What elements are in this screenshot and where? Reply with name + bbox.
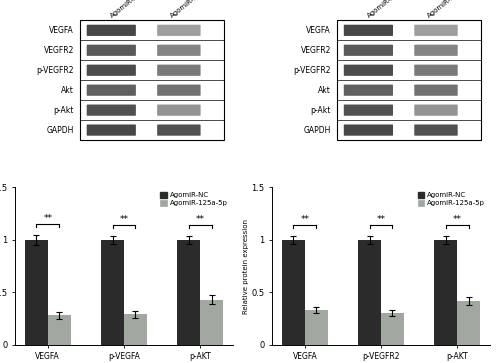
Text: VEGFA: VEGFA	[306, 26, 331, 35]
Text: VEGFA: VEGFA	[49, 26, 74, 35]
Text: AgomiR-NC: AgomiR-NC	[109, 0, 144, 19]
Bar	[48, 315, 70, 345]
FancyBboxPatch shape	[414, 125, 458, 136]
Bar	[338, 20, 482, 140]
Legend: AgomiR-NC, AgomiR-125a-5p: AgomiR-NC, AgomiR-125a-5p	[416, 191, 486, 208]
FancyBboxPatch shape	[344, 105, 393, 116]
Bar	[457, 301, 480, 345]
Bar	[434, 240, 457, 345]
Text: VEGFR2: VEGFR2	[44, 46, 74, 55]
Text: **: **	[376, 215, 386, 224]
Bar	[80, 20, 224, 140]
FancyBboxPatch shape	[414, 85, 458, 96]
Text: AgomiR-125a-5p: AgomiR-125a-5p	[426, 0, 476, 19]
FancyBboxPatch shape	[414, 45, 458, 56]
Bar	[200, 300, 223, 345]
Bar	[381, 313, 404, 345]
Text: GAPDH: GAPDH	[46, 126, 74, 135]
FancyBboxPatch shape	[157, 25, 200, 36]
Text: AgomiR-NC: AgomiR-NC	[366, 0, 401, 19]
Legend: AgomiR-NC, AgomiR-125a-5p: AgomiR-NC, AgomiR-125a-5p	[159, 191, 230, 208]
FancyBboxPatch shape	[157, 85, 200, 96]
FancyBboxPatch shape	[86, 65, 136, 76]
Text: p-Akt: p-Akt	[310, 106, 331, 115]
Text: Akt: Akt	[318, 86, 331, 95]
Text: Akt: Akt	[61, 86, 74, 95]
Text: **: **	[120, 215, 128, 224]
Text: **: **	[452, 215, 462, 224]
FancyBboxPatch shape	[86, 45, 136, 56]
Bar	[358, 240, 381, 345]
FancyBboxPatch shape	[414, 105, 458, 116]
Y-axis label: Relative protein expression: Relative protein expression	[242, 219, 248, 314]
Bar	[124, 314, 147, 345]
FancyBboxPatch shape	[86, 105, 136, 116]
FancyBboxPatch shape	[344, 45, 393, 56]
Text: GAPDH: GAPDH	[304, 126, 331, 135]
Bar	[25, 240, 48, 345]
Bar	[178, 240, 200, 345]
FancyBboxPatch shape	[157, 105, 200, 116]
Bar	[101, 240, 124, 345]
FancyBboxPatch shape	[86, 125, 136, 136]
FancyBboxPatch shape	[86, 25, 136, 36]
FancyBboxPatch shape	[344, 85, 393, 96]
Text: p-VEGFR2: p-VEGFR2	[36, 66, 74, 75]
Text: **: **	[196, 215, 204, 224]
Text: VEGFR2: VEGFR2	[300, 46, 331, 55]
Text: AgomiR-125a-5p: AgomiR-125a-5p	[170, 0, 219, 19]
FancyBboxPatch shape	[157, 45, 200, 56]
FancyBboxPatch shape	[414, 65, 458, 76]
FancyBboxPatch shape	[157, 125, 200, 136]
Text: p-Akt: p-Akt	[54, 106, 74, 115]
Bar	[282, 240, 305, 345]
FancyBboxPatch shape	[344, 25, 393, 36]
Text: **: **	[44, 214, 52, 223]
Bar	[305, 310, 328, 345]
FancyBboxPatch shape	[344, 65, 393, 76]
FancyBboxPatch shape	[157, 65, 200, 76]
FancyBboxPatch shape	[86, 85, 136, 96]
Text: **: **	[300, 215, 310, 224]
FancyBboxPatch shape	[344, 125, 393, 136]
Text: p-VEGFR2: p-VEGFR2	[294, 66, 331, 75]
FancyBboxPatch shape	[414, 25, 458, 36]
